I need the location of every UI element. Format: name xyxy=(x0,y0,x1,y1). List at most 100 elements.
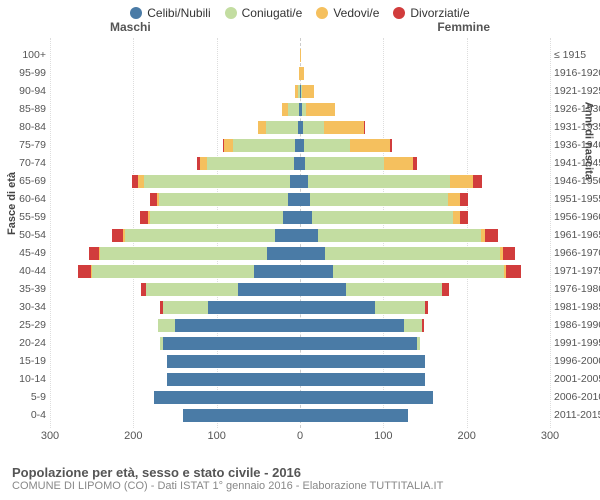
year-label: 2006-2010 xyxy=(554,391,600,403)
year-label: 1931-1935 xyxy=(554,121,600,133)
bar-segment xyxy=(224,139,232,152)
age-label: 75-79 xyxy=(2,139,46,151)
bar-segment xyxy=(258,121,266,134)
bar-segment xyxy=(324,121,364,134)
year-label: 1986-1990 xyxy=(554,319,600,331)
bar-female xyxy=(300,85,314,98)
bar-segment xyxy=(346,283,442,296)
bar-segment xyxy=(283,211,300,224)
year-label: 1916-1920 xyxy=(554,67,600,79)
pyramid-row: 35-391976-1980 xyxy=(50,282,550,297)
bar-segment xyxy=(425,301,428,314)
plot-area: 3002001000100200300 100+≤ 191595-991916-… xyxy=(50,38,550,428)
bar-segment xyxy=(300,175,308,188)
bar-female xyxy=(300,157,417,170)
pyramid-row: 20-241991-1995 xyxy=(50,336,550,351)
bar-segment xyxy=(384,157,413,170)
bar-segment xyxy=(350,139,390,152)
bar-segment xyxy=(159,193,288,206)
bar-segment xyxy=(442,283,449,296)
bar-segment xyxy=(503,247,516,260)
legend-item: Coniugati/e xyxy=(225,6,303,20)
bar-segment xyxy=(300,409,408,422)
pyramid-row: 45-491966-1970 xyxy=(50,246,550,261)
footer-subtitle: COMUNE DI LIPOMO (CO) - Dati ISTAT 1° ge… xyxy=(12,480,443,492)
bar-segment xyxy=(300,67,304,80)
legend-swatch xyxy=(225,7,237,19)
pyramid-row: 25-291986-1990 xyxy=(50,318,550,333)
age-label: 70-74 xyxy=(2,157,46,169)
bar-segment xyxy=(300,229,318,242)
bar-segment xyxy=(100,247,267,260)
bar-segment xyxy=(300,283,346,296)
age-label: 55-59 xyxy=(2,211,46,223)
bar-male xyxy=(183,409,300,422)
age-label: 50-54 xyxy=(2,229,46,241)
bar-female xyxy=(300,49,301,62)
bar-segment xyxy=(150,193,157,206)
pyramid-row: 40-441971-1975 xyxy=(50,264,550,279)
bar-segment xyxy=(333,265,504,278)
bar-segment xyxy=(300,301,375,314)
bar-segment xyxy=(303,121,324,134)
year-label: 2001-2005 xyxy=(554,373,600,385)
bar-segment xyxy=(233,139,296,152)
age-label: 65-69 xyxy=(2,175,46,187)
bar-segment xyxy=(300,319,404,332)
bar-segment xyxy=(300,337,417,350)
age-label: 20-24 xyxy=(2,337,46,349)
bar-female xyxy=(300,409,408,422)
chart-footer: Popolazione per età, sesso e stato civil… xyxy=(12,465,443,492)
x-tick-label: 0 xyxy=(297,430,303,442)
bar-male xyxy=(132,175,300,188)
bar-female xyxy=(300,355,425,368)
age-label: 45-49 xyxy=(2,247,46,259)
bar-segment xyxy=(404,319,422,332)
footer-title: Popolazione per età, sesso e stato civil… xyxy=(12,465,443,480)
pyramid-row: 70-741941-1945 xyxy=(50,156,550,171)
bar-male xyxy=(89,247,300,260)
bar-segment xyxy=(304,139,350,152)
bar-male xyxy=(282,103,300,116)
year-label: 1936-1940 xyxy=(554,139,600,151)
bar-female xyxy=(300,301,428,314)
bar-segment xyxy=(364,121,365,134)
legend-label: Vedovi/e xyxy=(333,6,379,20)
bar-segment xyxy=(375,301,425,314)
year-label: 1926-1930 xyxy=(554,103,600,115)
bar-segment xyxy=(413,157,417,170)
bar-segment xyxy=(300,265,333,278)
bar-segment xyxy=(290,175,300,188)
bar-segment xyxy=(417,337,420,350)
age-label: 85-89 xyxy=(2,103,46,115)
age-label: 15-19 xyxy=(2,355,46,367)
bar-male xyxy=(160,337,300,350)
x-tick-label: 300 xyxy=(541,430,559,442)
pyramid-row: 30-341981-1985 xyxy=(50,300,550,315)
age-label: 100+ xyxy=(2,49,46,61)
bar-segment xyxy=(146,283,238,296)
year-label: 1951-1955 xyxy=(554,193,600,205)
pyramid-row: 85-891926-1930 xyxy=(50,102,550,117)
bar-segment xyxy=(167,373,300,386)
bar-male xyxy=(154,391,300,404)
bar-segment xyxy=(154,391,300,404)
bar-segment xyxy=(325,247,500,260)
pyramid-row: 60-641951-1955 xyxy=(50,192,550,207)
bar-segment xyxy=(300,373,425,386)
bar-female xyxy=(300,67,304,80)
bar-female xyxy=(300,103,335,116)
bar-segment xyxy=(183,409,300,422)
age-label: 60-64 xyxy=(2,193,46,205)
bar-female xyxy=(300,121,365,134)
age-label: 80-84 xyxy=(2,121,46,133)
x-tick-label: 100 xyxy=(374,430,392,442)
age-label: 40-44 xyxy=(2,265,46,277)
bar-segment xyxy=(92,265,255,278)
grid-line xyxy=(550,38,551,428)
age-label: 90-94 xyxy=(2,85,46,97)
year-label: 1996-2000 xyxy=(554,355,600,367)
bar-segment xyxy=(132,175,139,188)
bar-male xyxy=(150,193,300,206)
legend: Celibi/NubiliConiugati/eVedovi/eDivorzia… xyxy=(0,0,600,20)
